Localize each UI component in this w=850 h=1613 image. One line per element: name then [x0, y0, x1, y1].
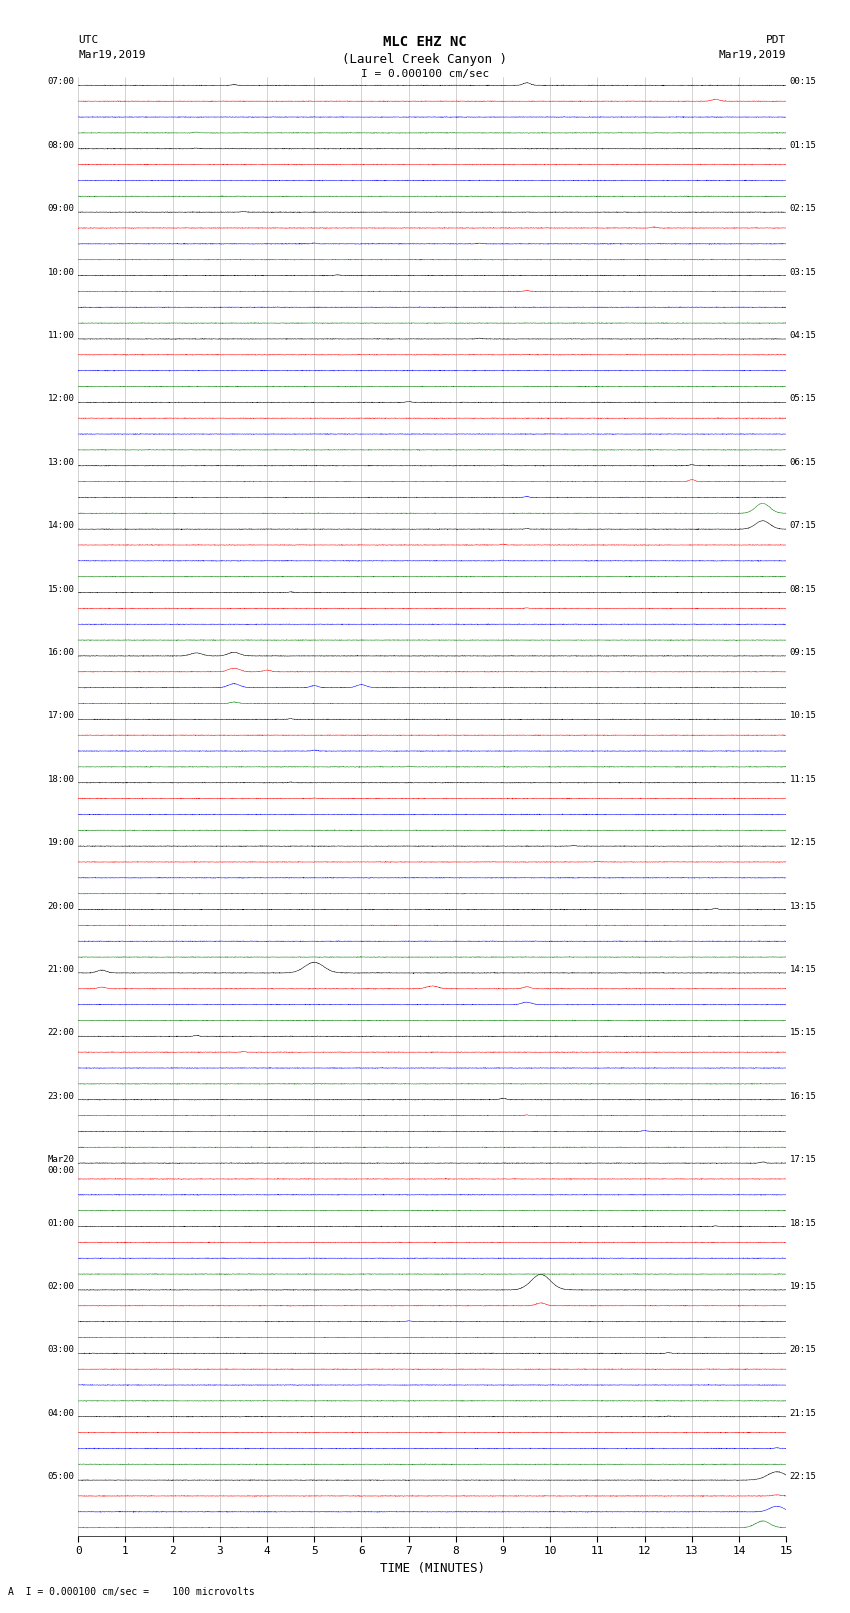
Text: 22:15: 22:15 [790, 1473, 817, 1481]
Text: 11:00: 11:00 [48, 331, 75, 340]
Text: 22:00: 22:00 [48, 1029, 75, 1037]
Text: 13:15: 13:15 [790, 902, 817, 911]
Text: 01:00: 01:00 [48, 1218, 75, 1227]
Text: 14:15: 14:15 [790, 965, 817, 974]
Text: 09:00: 09:00 [48, 205, 75, 213]
Text: 10:15: 10:15 [790, 711, 817, 721]
Text: 06:15: 06:15 [790, 458, 817, 466]
Text: 11:15: 11:15 [790, 774, 817, 784]
Text: 10:00: 10:00 [48, 268, 75, 276]
Text: Mar20
00:00: Mar20 00:00 [48, 1155, 75, 1174]
Text: MLC EHZ NC: MLC EHZ NC [383, 35, 467, 50]
Text: 20:15: 20:15 [790, 1345, 817, 1355]
Text: 17:00: 17:00 [48, 711, 75, 721]
Text: 02:15: 02:15 [790, 205, 817, 213]
Text: 07:00: 07:00 [48, 77, 75, 87]
Text: 15:15: 15:15 [790, 1029, 817, 1037]
Text: 16:15: 16:15 [790, 1092, 817, 1100]
Text: Mar19,2019: Mar19,2019 [78, 50, 145, 60]
Text: 16:00: 16:00 [48, 648, 75, 656]
Text: 20:00: 20:00 [48, 902, 75, 911]
Text: 08:00: 08:00 [48, 140, 75, 150]
Text: 02:00: 02:00 [48, 1282, 75, 1290]
Text: 04:00: 04:00 [48, 1408, 75, 1418]
Text: 12:00: 12:00 [48, 395, 75, 403]
Text: 15:00: 15:00 [48, 584, 75, 594]
Text: 13:00: 13:00 [48, 458, 75, 466]
Text: PDT: PDT [766, 35, 786, 45]
Text: 19:15: 19:15 [790, 1282, 817, 1290]
Text: 07:15: 07:15 [790, 521, 817, 531]
Text: 12:15: 12:15 [790, 839, 817, 847]
Text: 21:00: 21:00 [48, 965, 75, 974]
Text: 05:15: 05:15 [790, 395, 817, 403]
Text: 23:00: 23:00 [48, 1092, 75, 1100]
Text: 04:15: 04:15 [790, 331, 817, 340]
Text: 18:15: 18:15 [790, 1218, 817, 1227]
Text: 09:15: 09:15 [790, 648, 817, 656]
Text: 01:15: 01:15 [790, 140, 817, 150]
Text: (Laurel Creek Canyon ): (Laurel Creek Canyon ) [343, 53, 507, 66]
Text: 18:00: 18:00 [48, 774, 75, 784]
Text: 19:00: 19:00 [48, 839, 75, 847]
Text: I = 0.000100 cm/sec: I = 0.000100 cm/sec [361, 69, 489, 79]
Text: 21:15: 21:15 [790, 1408, 817, 1418]
X-axis label: TIME (MINUTES): TIME (MINUTES) [380, 1561, 484, 1574]
Text: 17:15: 17:15 [790, 1155, 817, 1165]
Text: 00:15: 00:15 [790, 77, 817, 87]
Text: 05:00: 05:00 [48, 1473, 75, 1481]
Text: 08:15: 08:15 [790, 584, 817, 594]
Text: 03:00: 03:00 [48, 1345, 75, 1355]
Text: UTC: UTC [78, 35, 99, 45]
Text: 14:00: 14:00 [48, 521, 75, 531]
Text: A  I = 0.000100 cm/sec =    100 microvolts: A I = 0.000100 cm/sec = 100 microvolts [8, 1587, 255, 1597]
Text: Mar19,2019: Mar19,2019 [719, 50, 786, 60]
Text: 03:15: 03:15 [790, 268, 817, 276]
